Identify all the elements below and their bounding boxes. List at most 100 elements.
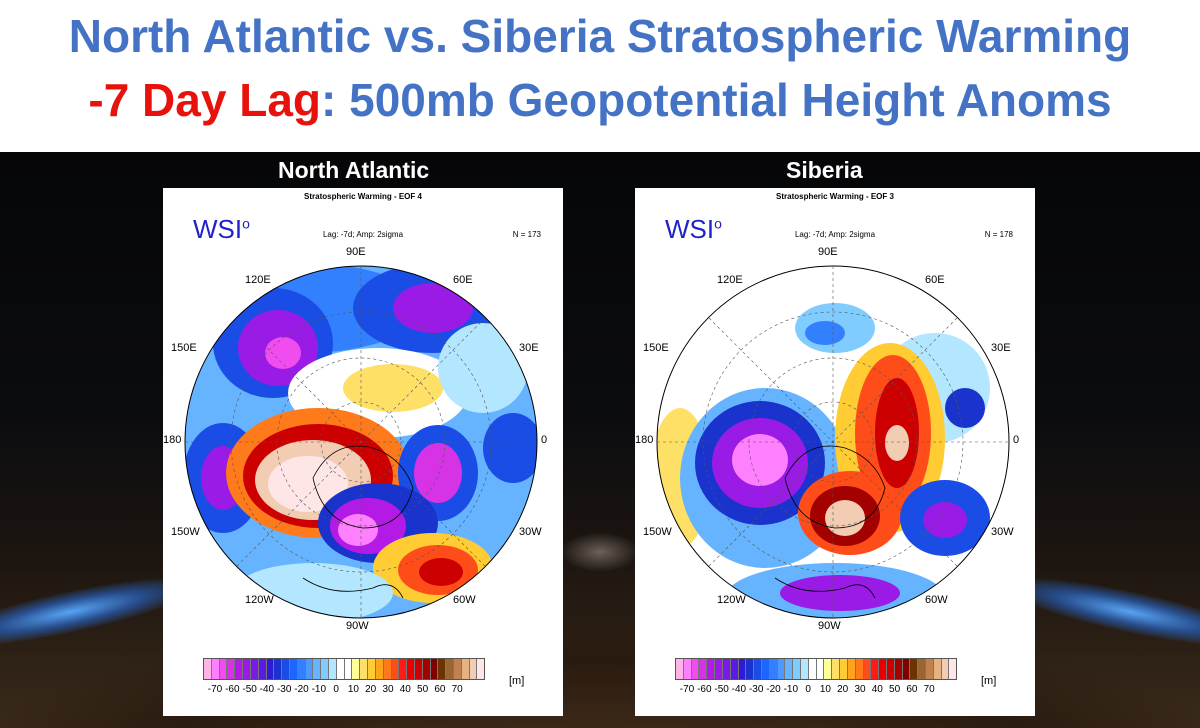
colorbar-tick-label: -20 <box>294 684 309 695</box>
colorbar-tick-label: 0 <box>805 684 811 695</box>
colorbar-swatch <box>941 659 950 679</box>
colorbar-tick-label: -40 <box>259 684 275 695</box>
colorbar-tick-label: 30 <box>382 684 394 695</box>
lag-text: -7 Day Lag <box>88 74 322 126</box>
colorbar-swatch <box>430 659 439 679</box>
colorbar-swatch <box>894 659 903 679</box>
lon-label: 120W <box>245 594 274 606</box>
colorbar-tick-label: 70 <box>451 684 463 695</box>
colorbar-swatch <box>949 659 957 679</box>
colorbar-swatch <box>368 659 376 679</box>
colorbar-swatch <box>477 659 485 679</box>
plot-title: Stratospheric Warming - EOF 4 <box>304 192 422 201</box>
colorbar-tick-label: 50 <box>889 684 901 695</box>
colorbar-tick-label: -60 <box>225 684 240 695</box>
colorbar-swatch <box>886 659 895 679</box>
colorbar-swatch <box>243 659 251 679</box>
colorbar-swatch <box>722 659 731 679</box>
lon-label: 180 <box>163 434 182 446</box>
colorbar-tick-label: -30 <box>748 684 764 695</box>
page-subtitle: -7 Day Lag: 500mb Geopotential Height An… <box>0 72 1200 128</box>
colorbar-swatch <box>730 659 739 679</box>
colorbar-swatch <box>691 659 700 679</box>
colorbar-swatch <box>816 659 825 679</box>
colorbar-tick-label: -10 <box>311 684 327 695</box>
colorbar-swatch <box>832 659 841 679</box>
colorbar-tick-label: 10 <box>819 684 831 695</box>
polar-map-north-atlantic <box>184 265 538 619</box>
colorbar-swatch <box>683 659 692 679</box>
page-title: North Atlantic vs. Siberia Stratospheric… <box>68 10 1132 62</box>
colorbar-swatch <box>777 659 786 679</box>
colorbar-swatch <box>313 659 322 679</box>
colorbar-swatch <box>438 659 447 679</box>
colorbar-swatch <box>801 659 809 679</box>
wsi-logo: WSIo <box>665 214 722 244</box>
polar-map-siberia <box>656 265 1010 619</box>
lon-label: 120E <box>717 274 743 286</box>
panel-label-siberia: Siberia <box>786 157 863 183</box>
colorbar-tick-label: -70 <box>679 684 695 695</box>
lag-amp-text: Lag: -7d; Amp: 2sigma <box>794 230 876 239</box>
lon-label: 150E <box>171 342 197 354</box>
lon-label: 150W <box>171 526 200 538</box>
colorbar-swatch <box>808 659 817 679</box>
lon-label: 120E <box>245 274 271 286</box>
colorbar-tick-label: -50 <box>242 684 257 695</box>
colorbar-swatch <box>282 659 290 679</box>
colorbar-swatch <box>321 659 329 679</box>
colorbar-swatch <box>933 659 942 679</box>
lon-label: 120W <box>717 594 746 606</box>
colorbar-tick-label: -30 <box>276 684 292 695</box>
colorbar-swatch <box>707 659 716 679</box>
colorbar-swatch <box>469 659 478 679</box>
lon-label: 30E <box>991 342 1011 354</box>
colorbar-swatch <box>399 659 408 679</box>
colorbar-tick-label: -60 <box>697 684 712 695</box>
colorbar-swatch <box>235 659 244 679</box>
lon-label: 90W <box>346 620 369 632</box>
colorbar-swatch <box>336 659 345 679</box>
lon-label: 0 <box>541 434 548 446</box>
colorbar-tick-label: -10 <box>783 684 799 695</box>
subtitle-text: : 500mb Geopotential Height Anoms <box>321 74 1112 126</box>
colorbar-tick-label: -70 <box>207 684 223 695</box>
lag-amp-text: Lag: -7d; Amp: 2sigma <box>322 230 404 239</box>
colorbar-swatch <box>454 659 462 679</box>
colorbar-swatch <box>871 659 880 679</box>
colorbar-tick-label: 40 <box>399 684 411 695</box>
colorbar-swatch <box>902 659 911 679</box>
colorbar-ticks: -70 -60 -50 -40 -30 -20 -10 0 10 20 30 40 50 60 70 <box>675 684 1005 698</box>
colorbar-tick-label: 70 <box>923 684 935 695</box>
colorbar-swatch <box>769 659 778 679</box>
colorbar-swatch <box>746 659 755 679</box>
colorbar-unit: [m] <box>981 675 997 687</box>
lon-label: 60W <box>453 594 476 606</box>
colorbar-swatch <box>289 659 298 679</box>
lon-label: 90E <box>818 246 838 258</box>
lon-label: 30W <box>991 526 1014 538</box>
lon-label: 60E <box>453 274 473 286</box>
lon-label: 180 <box>635 434 654 446</box>
colorbar-tick-label: 0 <box>333 684 339 695</box>
lon-label: 0 <box>1013 434 1020 446</box>
colorbar-swatch <box>847 659 856 679</box>
colorbar-swatch <box>305 659 314 679</box>
lon-label: 150E <box>643 342 669 354</box>
colorbar-tick-label: 10 <box>347 684 359 695</box>
sample-size: N = 178 <box>984 230 1013 239</box>
panel-label-north-atlantic: North Atlantic <box>278 157 430 183</box>
colorbar-swatch <box>422 659 431 679</box>
lon-label: 90E <box>346 246 366 258</box>
colorbar-swatch <box>926 659 934 679</box>
lon-label: 30E <box>519 342 539 354</box>
colorbar-swatch <box>258 659 267 679</box>
header: North Atlantic vs. Siberia Stratospheric… <box>0 0 1200 152</box>
colorbar-tick-label: 50 <box>417 684 429 695</box>
colorbar-swatch <box>715 659 723 679</box>
colorbar-tick-label: -50 <box>714 684 729 695</box>
colorbar-swatch <box>824 659 833 679</box>
colorbar-tick-label: 60 <box>434 684 446 695</box>
colorbar-swatch <box>840 659 848 679</box>
colorbar-swatch <box>879 659 887 679</box>
